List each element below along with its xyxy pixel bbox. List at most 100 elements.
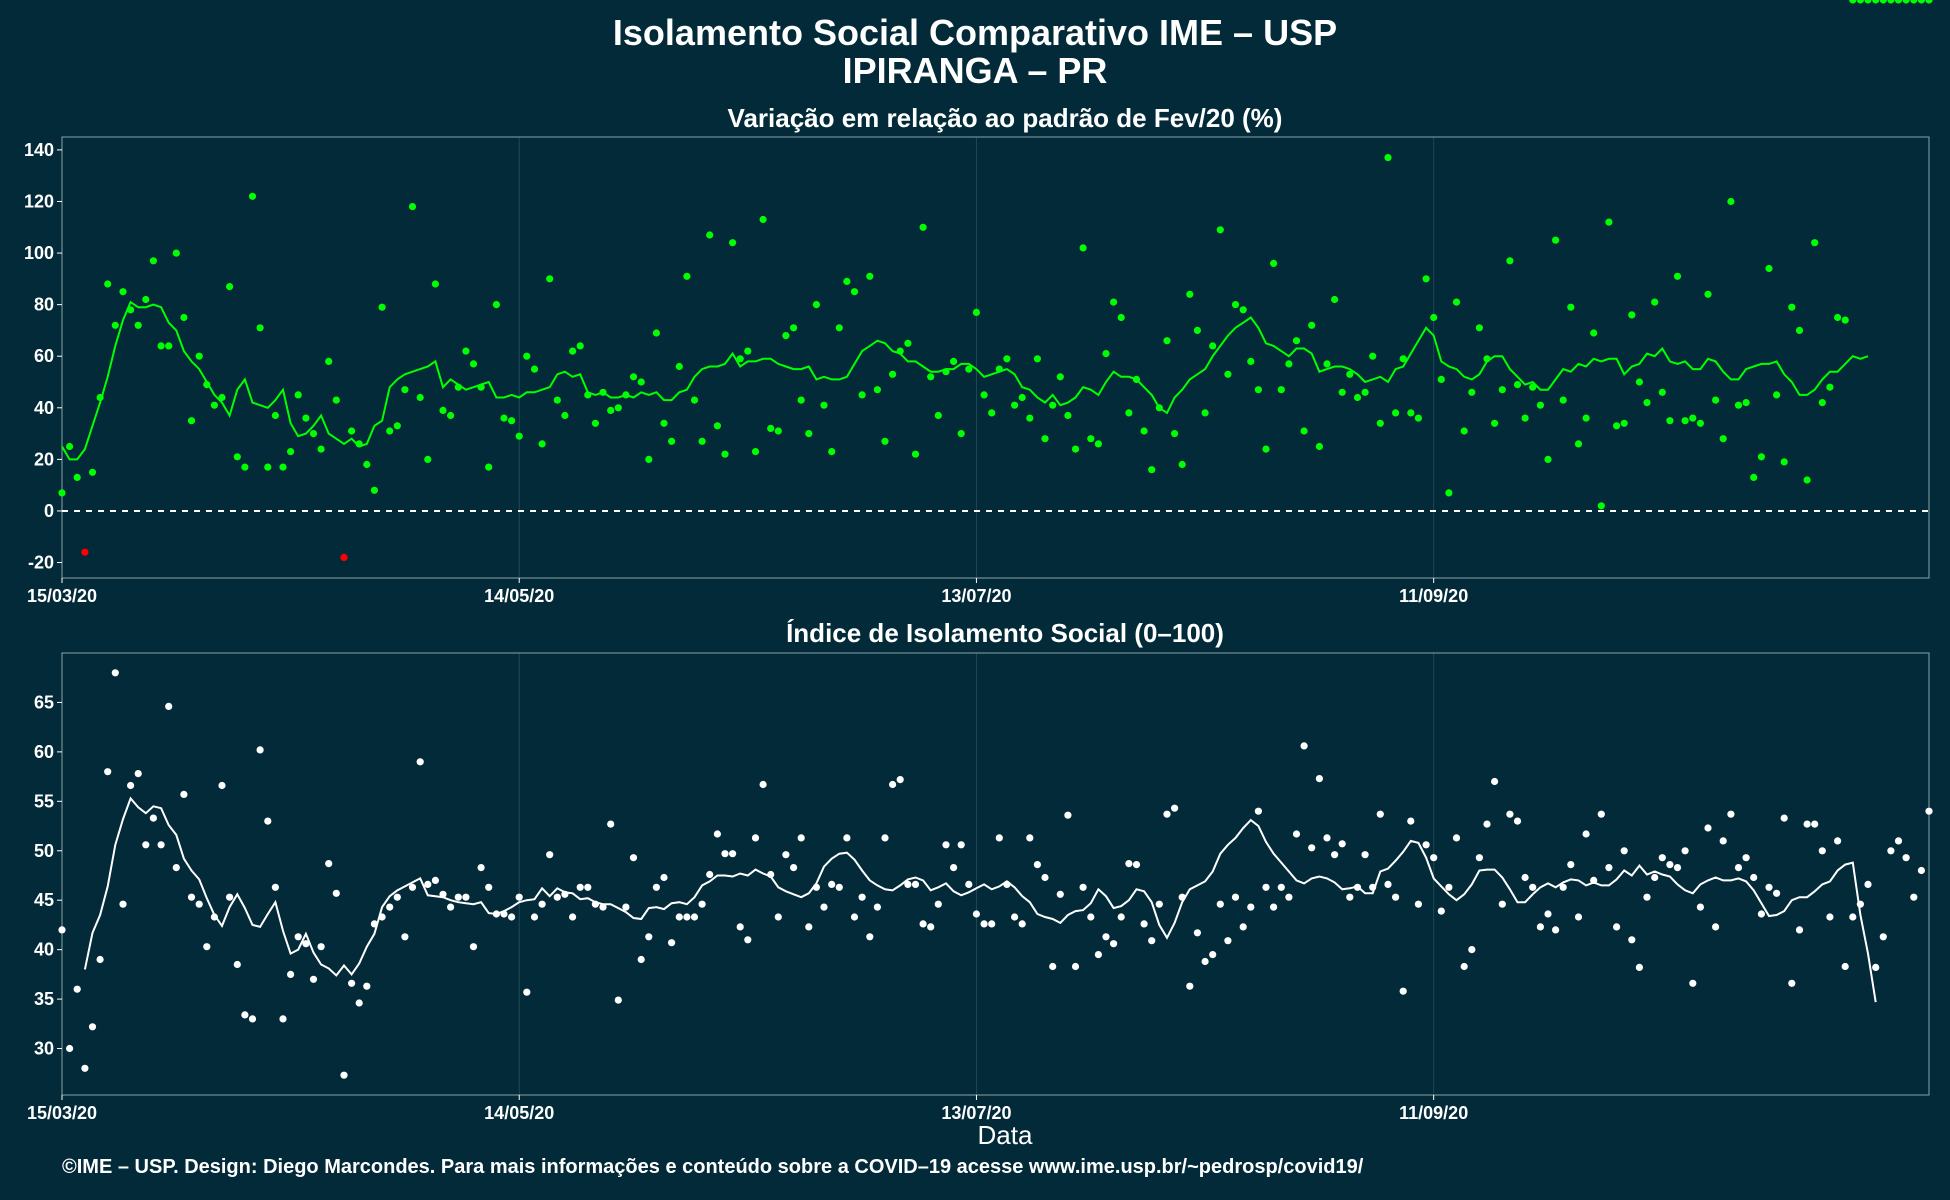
p1-data-point [401, 386, 409, 394]
p2-data-point [896, 776, 904, 784]
p1-data-point [1803, 476, 1811, 484]
p1-data-point [104, 280, 112, 288]
p2-data-point [965, 880, 973, 889]
p2-y-tick-label: 50 [34, 841, 54, 861]
panel-1-title: Variação em relação ao padrão de Fev/20 … [727, 103, 1283, 133]
p1-data-point [1087, 435, 1095, 443]
p2-data-point [447, 903, 455, 911]
p1-data-point [706, 231, 714, 239]
p1-data-point [698, 437, 706, 445]
p1-data-point [180, 313, 188, 322]
p2-data-point [1818, 847, 1826, 855]
p2-data-point [1605, 864, 1613, 872]
p1-data-point [1254, 386, 1262, 394]
p2-data-point [1475, 854, 1483, 862]
p2-data-point [1353, 883, 1362, 891]
p2-data-point [919, 920, 927, 928]
p1-data-point [1132, 375, 1141, 383]
p2-data-point [1628, 936, 1636, 944]
p2-data-point [1894, 837, 1903, 845]
p1-data-point [1818, 399, 1826, 407]
p1-data-point [1742, 399, 1750, 407]
p1-data-point [1483, 355, 1491, 363]
p2-data-point [523, 988, 531, 996]
p1-data-point [1125, 409, 1133, 417]
p1-data-point [828, 448, 836, 456]
p2-data-point [1491, 777, 1499, 786]
p1-data-point [1231, 301, 1240, 309]
p1-data-point [1910, 0, 1918, 4]
p1-x-tick-label: 14/05/20 [484, 586, 554, 606]
p1-data-point [1239, 306, 1247, 314]
p1-data-point [995, 365, 1003, 373]
p1-data-point [1780, 458, 1788, 466]
p2-data-point [119, 900, 127, 908]
p1-frame [61, 136, 1930, 579]
p1-data-point [1033, 355, 1041, 363]
p1-data-point [759, 215, 767, 224]
p2-data-point [889, 780, 897, 789]
p1-data-point [1681, 417, 1689, 425]
p1-data-point [1788, 303, 1796, 311]
p2-data-point [858, 893, 866, 901]
p1-data-point [195, 352, 203, 360]
p2-data-point [530, 913, 539, 921]
p2-data-point [607, 820, 615, 828]
p1-data-point [1750, 473, 1758, 481]
p2-data-point [1529, 883, 1537, 891]
p1-data-point [896, 347, 904, 355]
p2-data-point [843, 834, 851, 842]
p2-data-point [1666, 861, 1674, 869]
p1-data-point [569, 347, 577, 355]
p2-data-point [1071, 962, 1080, 971]
p1-data-point [508, 417, 516, 425]
p1-x-tick-label: 13/07/20 [941, 586, 1011, 606]
p1-data-point [721, 450, 729, 458]
p2-data-point [713, 830, 722, 838]
p1-data-point [530, 365, 539, 373]
p1-y-tick-label: 120 [24, 191, 54, 211]
p1-data-point [294, 391, 302, 399]
p1-data-point [751, 448, 760, 456]
p2-data-point [355, 999, 363, 1007]
p2-data-point [1376, 810, 1384, 818]
p2-data-point [1239, 923, 1247, 931]
p2-data-point [165, 702, 173, 711]
p1-data-point [58, 489, 66, 497]
p1-data-point [187, 417, 196, 425]
p1-data-point [287, 448, 295, 456]
p2-data-point [1079, 883, 1087, 891]
p1-data-point [690, 396, 699, 404]
p2-data-point [1597, 810, 1605, 818]
p2-data-point [127, 781, 135, 790]
panel-2-title: Índice de Isolamento Social (0–100) [786, 618, 1224, 648]
p2-data-point [348, 979, 356, 987]
p1-data-point [1734, 401, 1743, 409]
p1-data-point [332, 396, 340, 404]
p1-data-point [1658, 388, 1666, 396]
p1-y-tick-label: 60 [34, 346, 54, 366]
p1-data-point [485, 463, 493, 471]
p2-data-point [1917, 866, 1925, 875]
p1-data-point [812, 301, 821, 309]
p2-data-point [1384, 880, 1392, 889]
p1-data-point [66, 442, 74, 451]
p1-data-point [1049, 401, 1057, 409]
p1-data-point [424, 455, 432, 463]
p1-data-point [210, 401, 218, 409]
p1-data-point [1727, 197, 1735, 206]
p1-data-point [683, 272, 691, 280]
p1-data-point [1590, 329, 1598, 337]
p1-data-point [172, 249, 180, 257]
p1-data-point [1689, 414, 1697, 422]
p2-data-point [690, 913, 699, 921]
p2-data-point [637, 955, 645, 964]
p1-data-point [279, 463, 287, 471]
p1-data-point [1468, 388, 1476, 396]
p2-data-point [835, 883, 843, 891]
p1-data-point [637, 378, 645, 386]
p1-data-point [1879, 0, 1887, 4]
p2-data-point [1544, 910, 1552, 918]
p2-data-point [538, 900, 546, 908]
p1-data-point [149, 257, 157, 265]
